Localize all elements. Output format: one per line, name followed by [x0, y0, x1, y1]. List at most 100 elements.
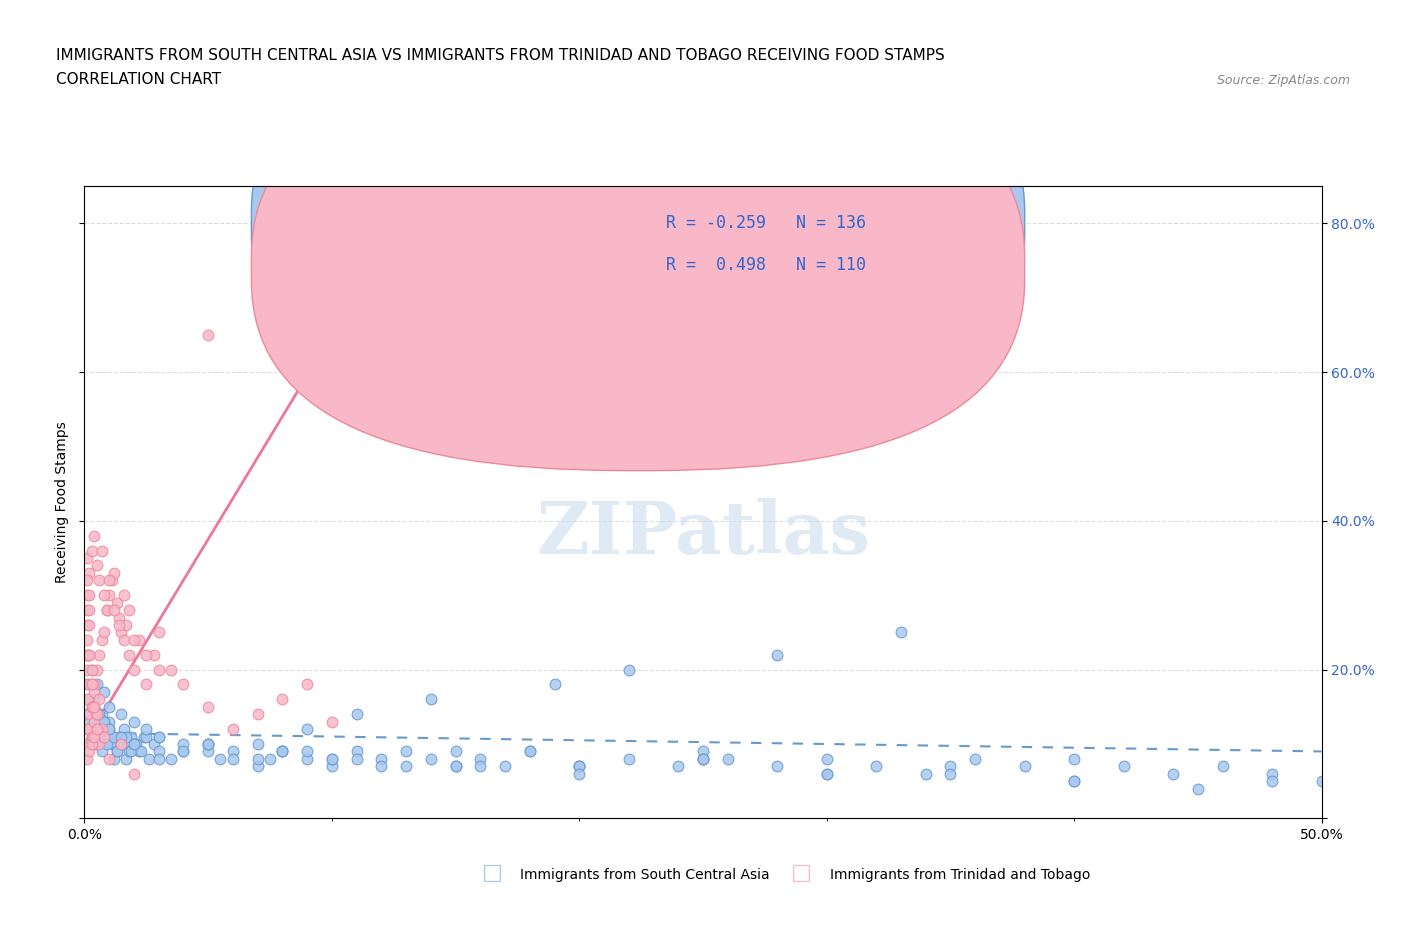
Point [80, 543, 103, 558]
Point [197, 737, 219, 751]
Point [80, 699, 103, 714]
Point [568, 759, 591, 774]
Point [172, 677, 194, 692]
Point [197, 699, 219, 714]
Point [142, 647, 165, 662]
Point [110, 729, 132, 744]
Point [98, 722, 121, 737]
Point [271, 744, 294, 759]
Point [110, 707, 132, 722]
Point [112, 588, 135, 603]
FancyBboxPatch shape [598, 199, 956, 306]
Point [103, 603, 125, 618]
Point [939, 759, 962, 774]
Point [246, 759, 269, 774]
Point [90, 744, 112, 759]
Point [259, 751, 281, 766]
Y-axis label: Receiving Food Stamps: Receiving Food Stamps [55, 421, 69, 583]
Point [79, 692, 101, 707]
Point [692, 751, 714, 766]
Text: Source: ZipAtlas.com: Source: ZipAtlas.com [1216, 73, 1350, 86]
Point [321, 751, 343, 766]
Point [83, 692, 105, 707]
Point [76, 677, 98, 692]
Point [76, 692, 98, 707]
Point [83, 699, 105, 714]
Point [86, 662, 108, 677]
Point [122, 766, 145, 781]
Point [395, 759, 418, 774]
Point [568, 759, 591, 774]
Point [76, 722, 98, 737]
Point [120, 744, 142, 759]
Point [1212, 759, 1234, 774]
Point [815, 766, 838, 781]
Point [76, 647, 98, 662]
Point [135, 722, 157, 737]
Point [79, 677, 101, 692]
Point [419, 751, 441, 766]
Point [1063, 774, 1085, 789]
Point [115, 618, 138, 632]
Point [103, 751, 125, 766]
Point [172, 744, 194, 759]
Point [197, 737, 219, 751]
Point [122, 662, 145, 677]
Point [118, 744, 141, 759]
Point [86, 707, 108, 722]
Point [815, 751, 838, 766]
Point [86, 737, 108, 751]
Point [76, 737, 98, 751]
Point [79, 707, 101, 722]
Point [321, 759, 343, 774]
Point [470, 759, 492, 774]
Point [89, 707, 111, 722]
Point [470, 751, 492, 766]
Point [90, 632, 112, 647]
Point [98, 751, 121, 766]
Point [93, 722, 115, 737]
Point [939, 766, 962, 781]
Point [209, 751, 232, 766]
Point [568, 759, 591, 774]
Point [617, 662, 640, 677]
Point [148, 625, 170, 640]
Point [76, 551, 98, 565]
Point [197, 737, 219, 751]
Point [914, 766, 936, 781]
Point [98, 714, 121, 729]
Point [890, 625, 912, 640]
Point [692, 751, 714, 766]
Point [86, 558, 108, 573]
Point [90, 543, 112, 558]
Point [98, 699, 121, 714]
Point [110, 737, 132, 751]
Point [122, 714, 145, 729]
Point [543, 677, 565, 692]
Point [79, 722, 101, 737]
Point [1112, 759, 1135, 774]
Point [83, 729, 105, 744]
Point [112, 632, 135, 647]
Point [766, 647, 789, 662]
Point [666, 759, 689, 774]
Point [115, 729, 138, 744]
Point [93, 729, 115, 744]
Point [76, 573, 98, 588]
Point [93, 684, 115, 699]
Point [865, 759, 887, 774]
Point [118, 603, 141, 618]
Point [766, 759, 789, 774]
Point [108, 610, 131, 625]
Point [125, 737, 148, 751]
Point [444, 759, 467, 774]
Point [90, 707, 112, 722]
Point [93, 588, 115, 603]
Point [494, 759, 516, 774]
Text: Immigrants from South Central Asia: Immigrants from South Central Asia [520, 868, 770, 882]
Point [160, 662, 183, 677]
Text: ZIPatlas: ZIPatlas [536, 498, 870, 569]
Point [83, 528, 105, 543]
Point [346, 707, 368, 722]
Point [76, 647, 98, 662]
